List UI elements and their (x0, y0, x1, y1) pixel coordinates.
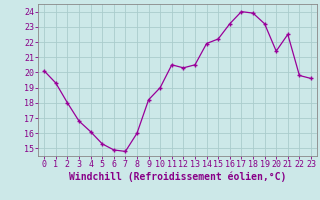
X-axis label: Windchill (Refroidissement éolien,°C): Windchill (Refroidissement éolien,°C) (69, 172, 286, 182)
